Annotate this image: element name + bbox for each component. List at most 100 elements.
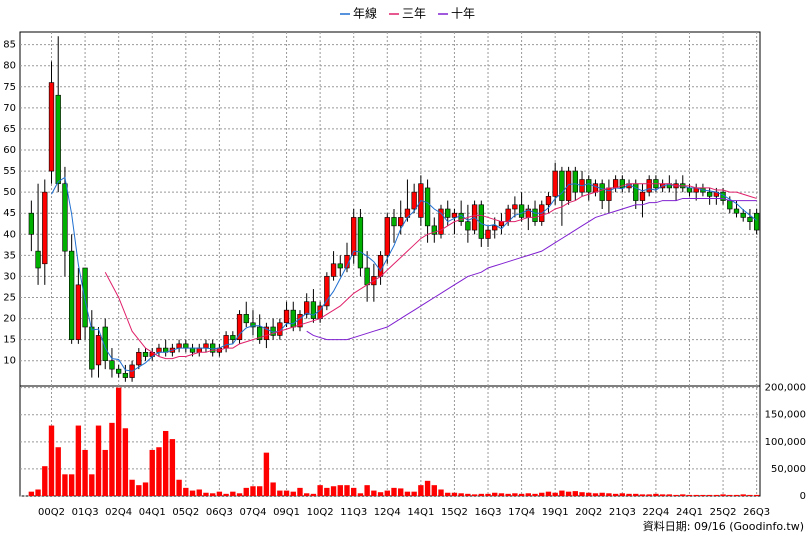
y-tick-label: 40 bbox=[3, 229, 16, 240]
volume-bar bbox=[545, 491, 552, 496]
volume-bar bbox=[727, 494, 733, 496]
candle-body bbox=[431, 225, 437, 235]
x-tick-label: 20Q2 bbox=[575, 507, 602, 518]
volume-bar bbox=[485, 493, 491, 496]
candle-body bbox=[706, 191, 713, 197]
candle-body bbox=[639, 191, 646, 201]
volume-bar bbox=[552, 492, 558, 496]
y-tick-label: 30 bbox=[3, 271, 16, 282]
volume-bar bbox=[122, 428, 129, 496]
candle-body bbox=[451, 212, 458, 218]
candle-body bbox=[465, 221, 471, 231]
candle-body bbox=[189, 347, 196, 353]
candle-body bbox=[48, 82, 55, 172]
candle-body bbox=[283, 309, 290, 324]
x-tick-label: 10Q2 bbox=[307, 507, 334, 518]
volume-bar bbox=[142, 482, 149, 496]
footer: 資料日期: 09/16 (Goodinfo.tw) bbox=[643, 519, 804, 533]
x-tick-label: 00Q2 bbox=[38, 507, 65, 518]
x-tick-label: 22Q4 bbox=[642, 507, 669, 518]
candle-body bbox=[243, 314, 249, 324]
volume-bar bbox=[539, 492, 545, 496]
volume-bar bbox=[391, 487, 397, 496]
volume-bar bbox=[471, 494, 478, 496]
candle-body bbox=[28, 212, 35, 235]
volume-bar bbox=[297, 487, 303, 496]
x-tick-label: 09Q1 bbox=[273, 507, 300, 518]
y-tick-label: 45 bbox=[3, 208, 16, 219]
x-tick-label: 04Q1 bbox=[139, 507, 166, 518]
legend-label: 三年 bbox=[402, 7, 426, 21]
volume-bar bbox=[129, 479, 135, 496]
volume-bar bbox=[431, 485, 437, 496]
x-tick-label: 14Q1 bbox=[407, 507, 434, 518]
candle-body bbox=[122, 373, 129, 378]
volume-bar bbox=[162, 430, 169, 496]
volume-bar bbox=[236, 493, 243, 496]
candle-body bbox=[196, 347, 202, 353]
candle-body bbox=[330, 263, 337, 277]
candle-body bbox=[592, 183, 599, 193]
volume-bar bbox=[189, 490, 196, 496]
candle-body bbox=[753, 212, 760, 231]
y-tick-label: 75 bbox=[3, 82, 16, 93]
volume-bar bbox=[196, 489, 202, 496]
volume-bar bbox=[89, 474, 95, 496]
x-tick-label: 19Q1 bbox=[542, 507, 569, 518]
volume-bar bbox=[344, 485, 350, 496]
candle-body bbox=[69, 250, 75, 340]
candle-body bbox=[586, 179, 592, 193]
candle-body bbox=[310, 301, 317, 319]
volume-bar bbox=[659, 494, 666, 496]
volume-bar bbox=[384, 490, 390, 496]
volume-bar bbox=[337, 485, 343, 496]
candle-body bbox=[612, 179, 619, 189]
volume-bar bbox=[304, 493, 310, 496]
candle-body bbox=[55, 94, 61, 185]
candle-body bbox=[142, 351, 149, 357]
volume-bar bbox=[377, 492, 384, 496]
x-tick-label: 05Q2 bbox=[172, 507, 199, 518]
candle-body bbox=[183, 343, 189, 349]
legend-label: 十年 bbox=[451, 7, 475, 21]
x-tick-label: 26Q3 bbox=[743, 507, 770, 518]
volume-bar bbox=[95, 425, 102, 496]
candle-body bbox=[263, 326, 270, 340]
candle-body bbox=[438, 208, 444, 235]
volume-bar bbox=[28, 491, 35, 496]
candle-body bbox=[337, 263, 343, 269]
volume-bar bbox=[512, 493, 518, 496]
volume-bar bbox=[720, 494, 726, 496]
candle-body bbox=[203, 343, 209, 349]
volume-bar bbox=[646, 494, 652, 496]
volume-bar bbox=[753, 494, 760, 496]
volume-bar bbox=[639, 494, 646, 496]
volume-bar bbox=[317, 485, 323, 496]
ma-line bbox=[51, 176, 757, 372]
y2-tick-label: 50,000 bbox=[771, 464, 806, 475]
x-tick-label: 11Q3 bbox=[340, 507, 367, 518]
y2-tick-label: 0 bbox=[800, 491, 806, 502]
volume-bar bbox=[283, 490, 290, 496]
y-tick-label: 50 bbox=[3, 187, 16, 198]
volume-bar bbox=[686, 494, 693, 496]
volume-bar bbox=[357, 493, 364, 496]
volume-bar bbox=[700, 494, 706, 496]
volume-bar bbox=[680, 494, 686, 496]
volume-bar bbox=[572, 491, 579, 496]
volume-bar bbox=[633, 493, 639, 496]
candle-body bbox=[599, 183, 605, 201]
volume-bar bbox=[209, 493, 216, 496]
candle-body bbox=[572, 170, 578, 193]
candle-body bbox=[324, 276, 330, 307]
volume-bar bbox=[404, 491, 411, 496]
y-tick-label: 70 bbox=[3, 103, 16, 114]
volume-bar bbox=[250, 486, 256, 496]
volume-bar bbox=[371, 490, 377, 496]
candle-body bbox=[619, 179, 625, 189]
volume-bar bbox=[747, 494, 753, 496]
y-tick-label: 65 bbox=[3, 124, 16, 135]
volume-bar bbox=[68, 474, 75, 496]
volume-bar bbox=[653, 493, 659, 496]
candle-body bbox=[747, 217, 753, 222]
